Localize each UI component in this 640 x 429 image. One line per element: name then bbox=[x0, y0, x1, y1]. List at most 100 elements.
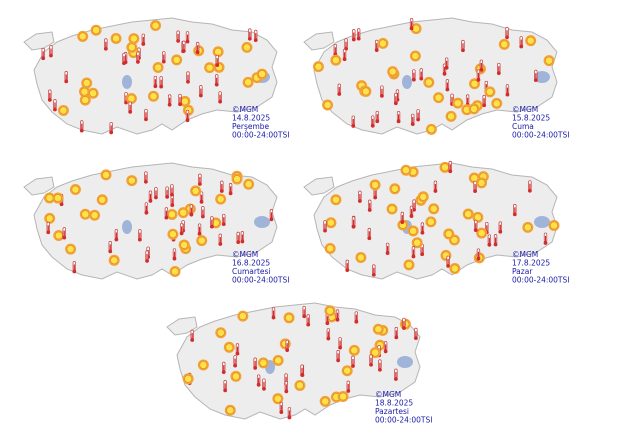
thermometer-icon bbox=[444, 57, 449, 70]
thermometer-icon bbox=[482, 94, 487, 108]
sun-icon bbox=[231, 173, 243, 185]
sun-core bbox=[172, 55, 181, 64]
lake bbox=[402, 75, 412, 89]
thermometer-icon bbox=[253, 357, 258, 370]
sun-icon bbox=[428, 203, 440, 215]
thermometer-icon bbox=[505, 84, 510, 97]
thermometer-fill bbox=[202, 209, 204, 216]
sun-core bbox=[90, 211, 99, 220]
thermometer-icon bbox=[416, 109, 421, 122]
sun-icon bbox=[78, 86, 90, 98]
thermometer-icon bbox=[285, 339, 290, 353]
thermometer-fill bbox=[198, 226, 201, 233]
thermometer-bulb bbox=[186, 79, 190, 84]
sun-icon bbox=[452, 97, 464, 109]
thermometer-bulb bbox=[59, 202, 64, 207]
thermometer-fill bbox=[352, 118, 354, 125]
thermometer-bulb bbox=[527, 188, 532, 193]
sun-core bbox=[444, 230, 453, 238]
map-caption: 00:00-24:00TSI bbox=[232, 131, 290, 140]
thermometer-bulb bbox=[164, 215, 169, 220]
thermometer-fill bbox=[483, 98, 485, 105]
thermometer-fill bbox=[123, 56, 125, 63]
sun-core bbox=[326, 244, 335, 253]
thermometer-bulb bbox=[72, 269, 77, 274]
thermometer-fill bbox=[395, 96, 397, 103]
sun-core bbox=[258, 70, 266, 78]
sun-core bbox=[323, 101, 332, 109]
sun-core bbox=[343, 366, 352, 375]
sun-core bbox=[244, 180, 253, 189]
thermometer-fill bbox=[221, 184, 223, 191]
sun-icon bbox=[369, 179, 381, 191]
thermometer-bulb bbox=[181, 49, 186, 53]
thermometer-bulb bbox=[214, 82, 219, 87]
sun-icon bbox=[126, 41, 138, 53]
thermometer-icon bbox=[240, 231, 245, 244]
thermometer-icon bbox=[200, 206, 205, 219]
thermometer-icon bbox=[214, 74, 219, 87]
map-caption: 14.8.2025 bbox=[232, 114, 270, 123]
sun-icon bbox=[224, 404, 236, 416]
sun-core bbox=[350, 346, 359, 355]
thermometer-fill bbox=[372, 118, 374, 125]
thermometer-fill bbox=[288, 410, 291, 417]
sun-core bbox=[45, 214, 54, 223]
thermometer-fill bbox=[535, 73, 537, 80]
thermometer-bulb bbox=[445, 87, 450, 92]
thermometer-fill bbox=[401, 215, 403, 222]
sun-icon bbox=[283, 312, 295, 324]
thermometer-bulb bbox=[221, 370, 226, 375]
thermometer-fill bbox=[451, 96, 453, 103]
sun-core bbox=[477, 179, 486, 187]
thermometer-fill bbox=[421, 247, 423, 254]
thermometer-bulb bbox=[338, 345, 343, 350]
thermometer-bulb bbox=[375, 119, 380, 124]
sun-icon bbox=[230, 370, 242, 382]
sun-core bbox=[59, 106, 68, 115]
thermometer-bulb bbox=[284, 389, 289, 394]
thermometer-icon bbox=[189, 204, 194, 217]
sun-core bbox=[216, 328, 225, 337]
sun-icon bbox=[128, 33, 140, 45]
sun-icon bbox=[69, 184, 81, 196]
thermometer-bulb bbox=[479, 68, 484, 72]
sun-core bbox=[464, 210, 473, 218]
sun-core bbox=[110, 256, 119, 265]
sun-icon bbox=[543, 55, 555, 67]
thermometer-icon bbox=[473, 219, 478, 233]
thermometer-fill bbox=[352, 219, 355, 226]
land bbox=[23, 31, 55, 51]
thermometer-fill bbox=[334, 47, 336, 54]
thermometer-fill bbox=[413, 202, 415, 209]
thermometer-bulb bbox=[473, 189, 477, 193]
sun-core bbox=[78, 32, 87, 41]
sun-core bbox=[426, 217, 435, 226]
thermometer-icon bbox=[236, 231, 241, 245]
thermometer-bulb bbox=[108, 249, 113, 254]
thermometer-icon bbox=[153, 75, 158, 89]
thermometer-icon bbox=[375, 110, 380, 124]
sun-core bbox=[388, 67, 397, 76]
thermometer-icon bbox=[109, 122, 114, 135]
thermometer-icon bbox=[479, 59, 484, 72]
sun-core bbox=[259, 358, 268, 367]
thermometer-bulb bbox=[228, 191, 233, 196]
thermometer-icon bbox=[400, 211, 405, 225]
thermometer-bulb bbox=[396, 119, 401, 124]
thermometer-icon bbox=[448, 160, 453, 174]
thermometer-bulb bbox=[236, 240, 241, 245]
thermometer-icon bbox=[198, 85, 203, 98]
sun-icon bbox=[171, 54, 183, 66]
thermometer-fill bbox=[420, 71, 422, 78]
thermometer-fill bbox=[139, 232, 141, 239]
thermometer-bulb bbox=[256, 382, 261, 387]
thermometer-fill bbox=[190, 207, 192, 214]
thermometer-fill bbox=[181, 226, 183, 233]
thermometer-icon bbox=[487, 234, 492, 247]
thermometer-icon bbox=[335, 309, 340, 322]
thermometer-fill bbox=[237, 235, 239, 242]
thermometer-icon bbox=[253, 29, 258, 43]
thermometer-bulb bbox=[512, 212, 517, 217]
thermometer-fill bbox=[498, 66, 500, 73]
